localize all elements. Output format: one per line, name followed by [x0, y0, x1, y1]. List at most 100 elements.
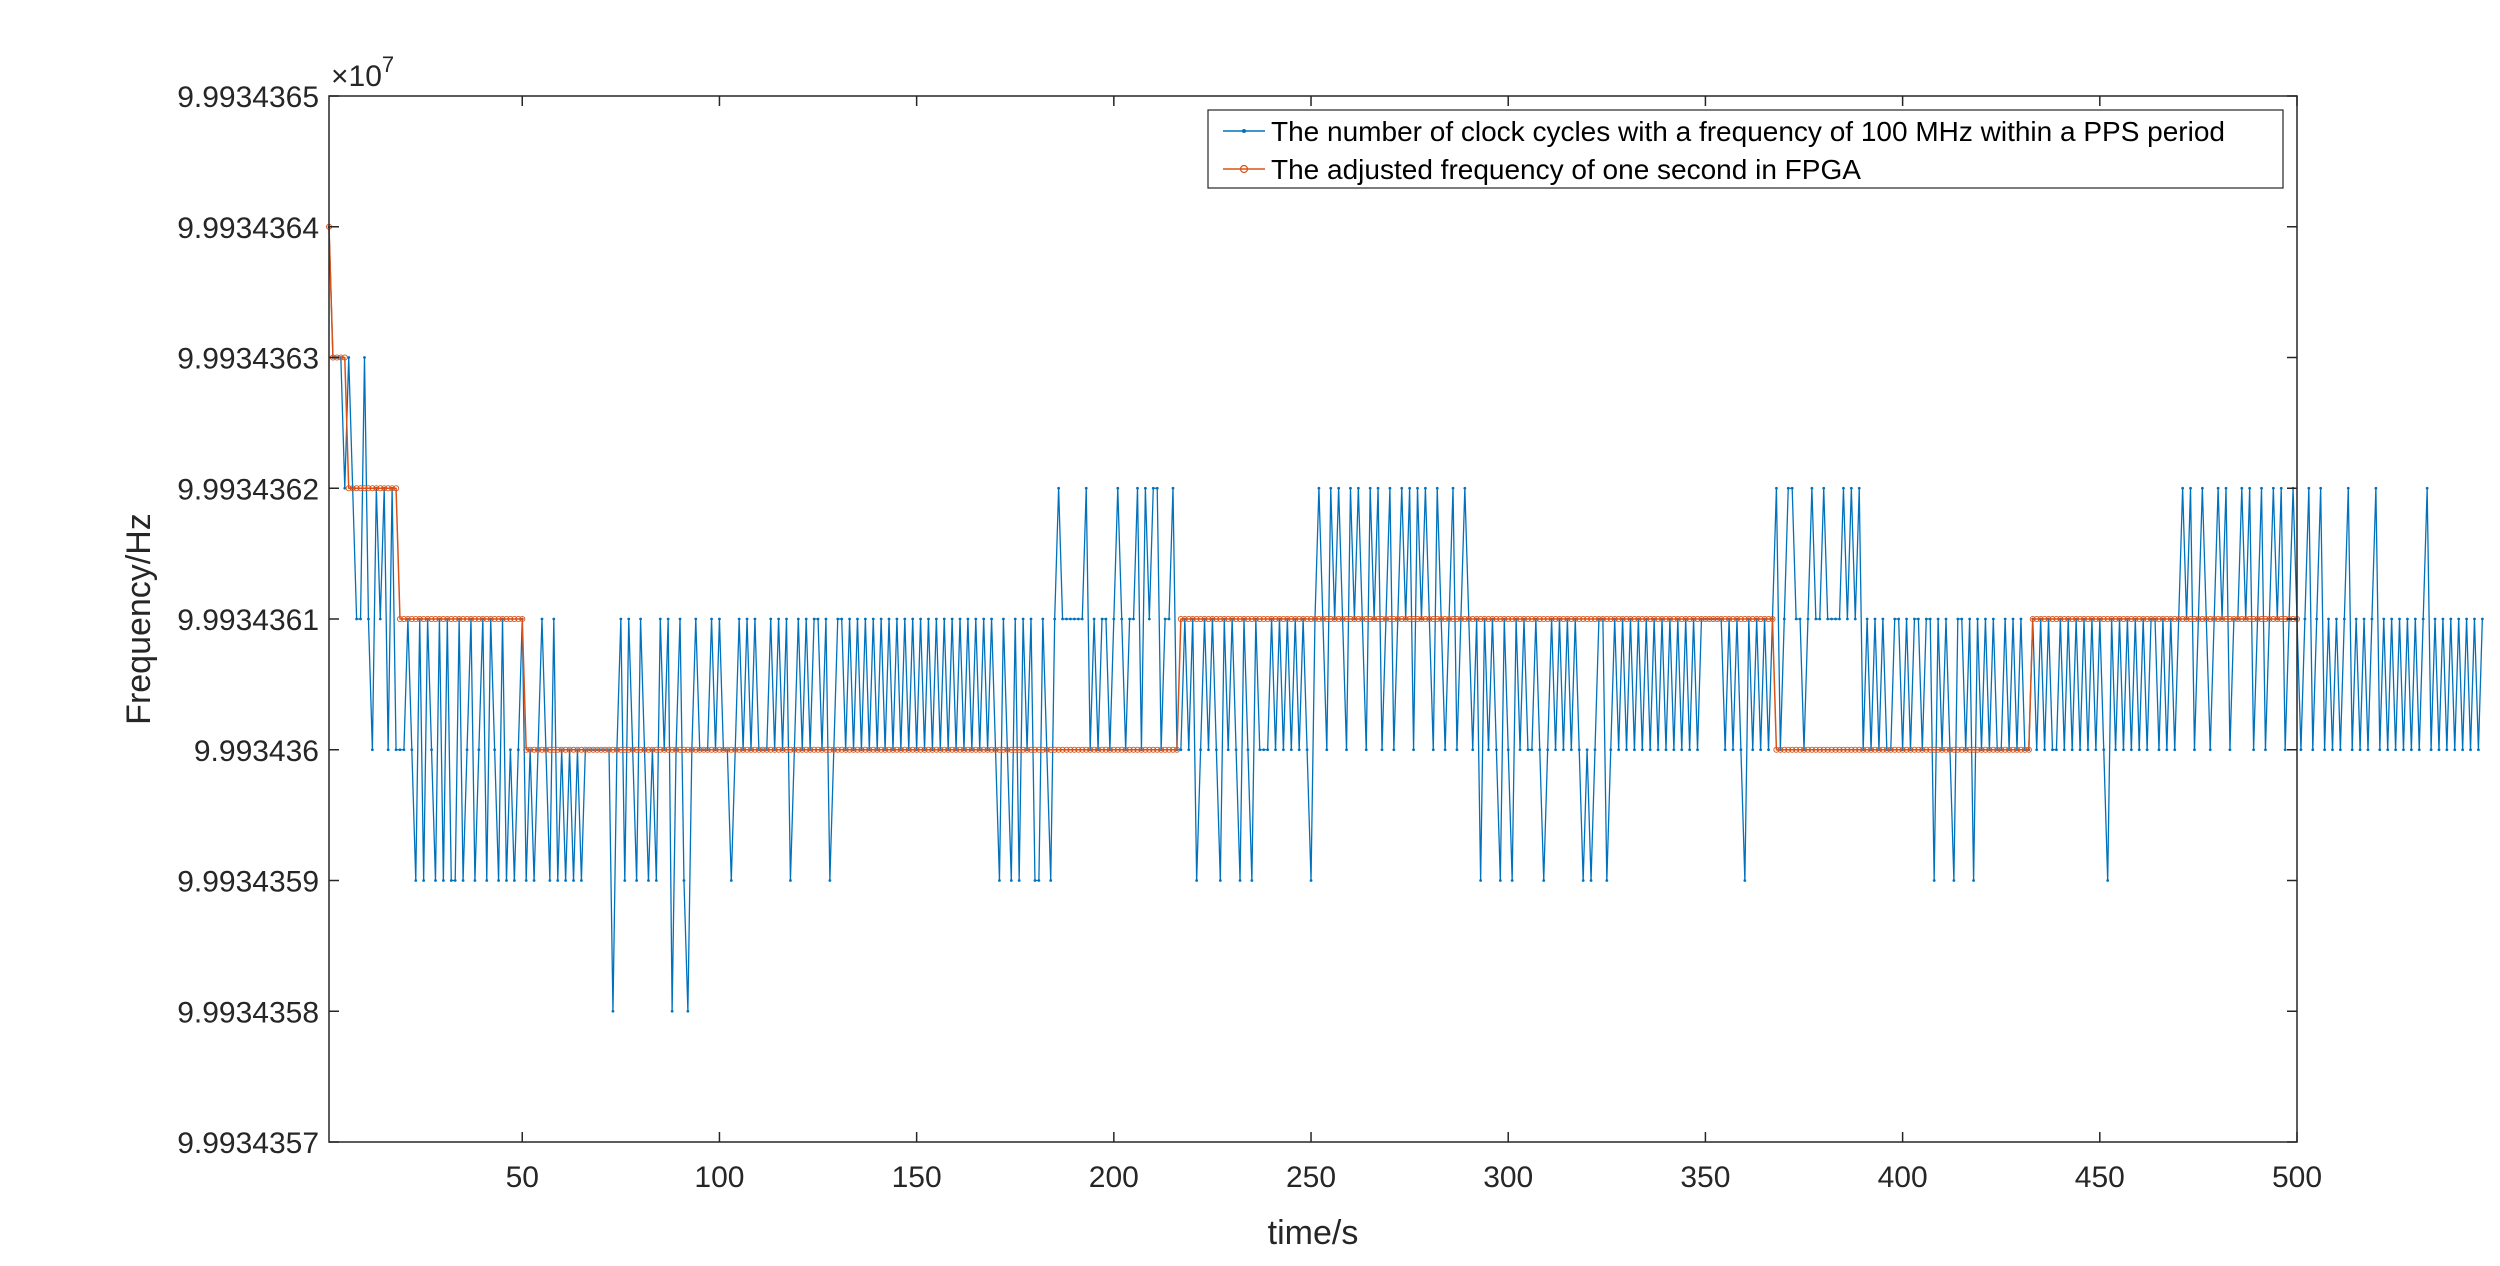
data-point-adjusted-frequency [1323, 615, 1330, 623]
data-point-adjusted-frequency [1619, 615, 1626, 623]
data-point-clock-cycles [2189, 486, 2192, 490]
data-point-adjusted-frequency [1856, 746, 1863, 753]
data-point-adjusted-frequency [617, 746, 624, 753]
data-point-adjusted-frequency [1678, 615, 1685, 623]
data-point-adjusted-frequency [1927, 746, 1934, 753]
tick-layer: 50 100 150 200 250 300 350 400 450 500 9.9934357 9.… [177, 81, 2322, 1194]
data-point-adjusted-frequency [1528, 615, 1535, 623]
data-point-adjusted-frequency [1371, 615, 1378, 623]
data-point-clock-cycles [1751, 748, 1755, 752]
data-point-adjusted-frequency [669, 746, 676, 753]
data-point-adjusted-frequency [1820, 746, 1827, 753]
data-point-adjusted-frequency [1769, 615, 1776, 623]
data-point-clock-cycles [2003, 617, 2007, 621]
data-point-adjusted-frequency [1808, 746, 1815, 753]
data-point-adjusted-frequency [1726, 615, 1733, 623]
data-point-adjusted-frequency [1635, 615, 1642, 623]
data-point-clock-cycles [2208, 748, 2212, 752]
data-point-adjusted-frequency [1710, 615, 1717, 623]
data-point-adjusted-frequency [373, 485, 380, 492]
data-point-clock-cycles [2129, 748, 2133, 752]
data-point-adjusted-frequency [1990, 746, 1997, 753]
data-point-clock-cycles [1968, 617, 1972, 621]
data-point-adjusted-frequency [1102, 746, 1109, 753]
data-point-adjusted-frequency [2132, 615, 2139, 623]
data-point-clock-cycles [1952, 879, 1956, 882]
data-point-clock-cycles [465, 748, 469, 752]
data-point-clock-cycles [2224, 486, 2228, 490]
data-point-adjusted-frequency [542, 746, 549, 753]
data-point-clock-cycles [950, 617, 954, 621]
data-point-adjusted-frequency [1627, 615, 1634, 623]
data-point-adjusted-frequency [590, 746, 597, 753]
data-point-adjusted-frequency [1166, 746, 1173, 753]
data-point-adjusted-frequency [1106, 746, 1113, 753]
data-point-adjusted-frequency [1272, 615, 1279, 623]
data-point-clock-cycles [863, 617, 867, 621]
data-point-adjusted-frequency [1599, 615, 1606, 623]
data-point-adjusted-frequency [1812, 746, 1819, 753]
data-point-clock-cycles [1274, 748, 1277, 752]
data-point-adjusted-frequency [1584, 615, 1591, 623]
data-point-clock-cycles [1609, 748, 1613, 752]
data-point-clock-cycles [2338, 748, 2342, 752]
data-point-clock-cycles [1136, 486, 1139, 490]
data-point-adjusted-frequency [2069, 615, 2076, 623]
data-point-clock-cycles [2252, 748, 2256, 752]
data-point-clock-cycles [1325, 748, 1329, 752]
y-tick-label: 9.9934363 [177, 343, 319, 376]
data-point-adjusted-frequency [893, 746, 900, 753]
data-point-adjusted-frequency [2100, 615, 2107, 623]
data-point-clock-cycles [635, 879, 639, 882]
data-point-clock-cycles [895, 617, 899, 621]
data-point-adjusted-frequency [1430, 615, 1437, 623]
data-point-adjusted-frequency [1410, 615, 1417, 623]
data-point-adjusted-frequency [503, 615, 510, 623]
data-point-adjusted-frequency [657, 746, 664, 753]
data-point-adjusted-frequency [1339, 615, 1346, 623]
data-point-adjusted-frequency [1304, 615, 1311, 623]
data-point-adjusted-frequency [1942, 746, 1950, 753]
data-point-adjusted-frequency [1836, 746, 1843, 753]
data-point-clock-cycles [2342, 617, 2346, 621]
data-point-clock-cycles [2035, 748, 2039, 752]
data-point-adjusted-frequency [1749, 615, 1756, 623]
data-point-adjusted-frequency [842, 746, 849, 753]
y-tick-label: 9.9934362 [177, 473, 319, 506]
data-point-clock-cycles [2106, 879, 2110, 882]
data-point-adjusted-frequency [1181, 615, 1188, 623]
data-point-clock-cycles [2386, 748, 2390, 752]
data-point-adjusted-frequency [1205, 615, 1212, 623]
data-point-adjusted-frequency [456, 615, 463, 623]
y-exponent-prefix: ×10 [331, 60, 382, 93]
data-point-adjusted-frequency [1367, 615, 1374, 623]
data-point-adjusted-frequency [1974, 746, 1981, 753]
data-point-adjusted-frequency [1331, 615, 1338, 623]
x-tick-label: 450 [2075, 1161, 2125, 1194]
data-point-adjusted-frequency [882, 746, 889, 753]
data-point-clock-cycles [493, 748, 497, 752]
data-point-adjusted-frequency [1761, 615, 1768, 623]
data-point-clock-cycles [2445, 748, 2449, 752]
data-point-adjusted-frequency [1832, 746, 1839, 753]
data-point-clock-cycles [2019, 617, 2023, 621]
data-point-adjusted-frequency [1442, 615, 1449, 623]
data-point-adjusted-frequency [1729, 615, 1737, 623]
data-point-adjusted-frequency [712, 746, 719, 753]
data-point-adjusted-frequency [1438, 615, 1445, 623]
data-point-adjusted-frequency [2049, 615, 2056, 623]
legend-box [1207, 109, 2284, 189]
data-point-adjusted-frequency [1966, 746, 1973, 753]
data-point-clock-cycles [2354, 617, 2358, 621]
data-point-clock-cycles [1451, 486, 1455, 490]
data-point-adjusted-frequency [1095, 746, 1102, 753]
data-point-clock-cycles [398, 748, 402, 752]
data-point-clock-cycles [532, 879, 536, 882]
data-point-adjusted-frequency [2092, 615, 2099, 623]
data-point-clock-cycles [1143, 486, 1147, 490]
data-point-adjusted-frequency [2009, 746, 2017, 753]
data-point-adjusted-frequency [1998, 746, 2005, 753]
data-point-clock-cycles [2382, 617, 2386, 621]
data-point-adjusted-frequency [1406, 615, 1413, 623]
data-point-adjusted-frequency [1962, 746, 1969, 753]
